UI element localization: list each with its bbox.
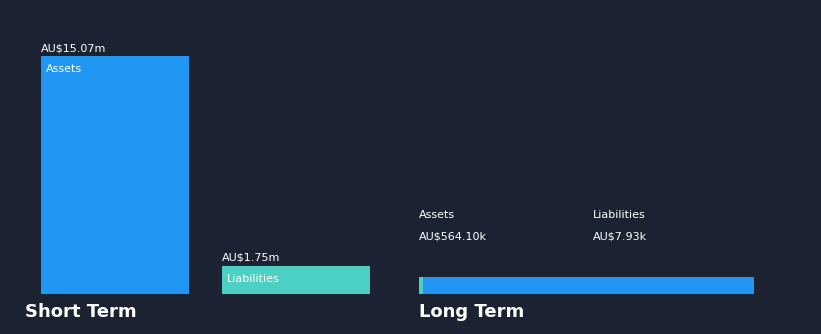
- Bar: [419, 278, 754, 294]
- Text: AU$564.10k: AU$564.10k: [419, 231, 487, 241]
- Bar: [419, 278, 424, 294]
- Text: Short Term: Short Term: [25, 303, 136, 321]
- Bar: [222, 266, 369, 294]
- Text: Assets: Assets: [46, 64, 82, 74]
- Text: AU$1.75m: AU$1.75m: [222, 252, 280, 262]
- Text: AU$7.93k: AU$7.93k: [594, 231, 647, 241]
- Text: Long Term: Long Term: [419, 303, 524, 321]
- Text: Liabilities: Liabilities: [594, 210, 646, 220]
- Text: Liabilities: Liabilities: [227, 275, 280, 285]
- Text: AU$15.07m: AU$15.07m: [41, 43, 106, 53]
- Text: Assets: Assets: [419, 210, 455, 220]
- Bar: [41, 56, 189, 294]
